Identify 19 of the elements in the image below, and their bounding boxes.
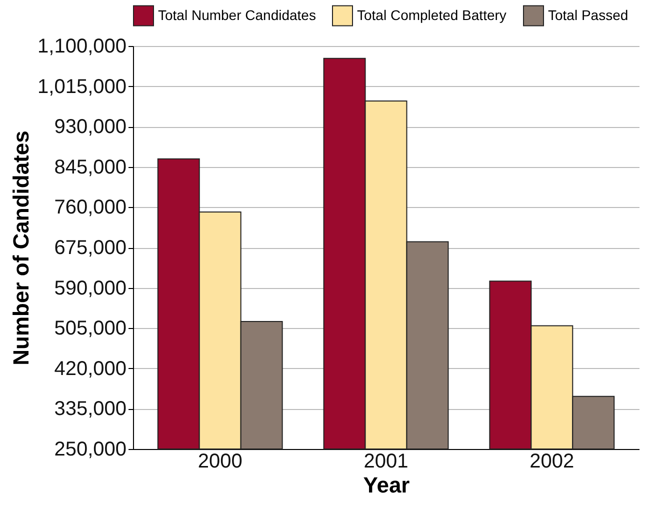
legend-label: Total Number Candidates — [158, 6, 316, 23]
x-tick-label: 2002 — [530, 450, 574, 472]
y-axis-title: Number of Candidates — [8, 130, 34, 366]
y-tick-label: 1,100,000 — [38, 36, 126, 58]
y-tick-label: 1,015,000 — [38, 76, 126, 98]
y-tick-label: 675,000 — [54, 237, 126, 259]
y-tick-label: 505,000 — [54, 318, 126, 340]
y-tick-label: 590,000 — [54, 277, 126, 300]
x-axis-title: Year — [363, 472, 410, 498]
legend-label: Total Passed — [548, 6, 628, 23]
x-tick-label: 2000 — [198, 450, 242, 472]
y-tick-label: 930,000 — [54, 116, 126, 138]
legend-label: Total Completed Battery — [357, 6, 506, 23]
y-tick-label: 420,000 — [54, 358, 126, 380]
y-tick-label: 250,000 — [54, 438, 126, 460]
y-tick-label: 760,000 — [54, 196, 126, 219]
x-tick-label: 2001 — [364, 450, 408, 472]
y-tick-label: 845,000 — [54, 156, 126, 178]
y-tick-label: 335,000 — [54, 398, 126, 420]
